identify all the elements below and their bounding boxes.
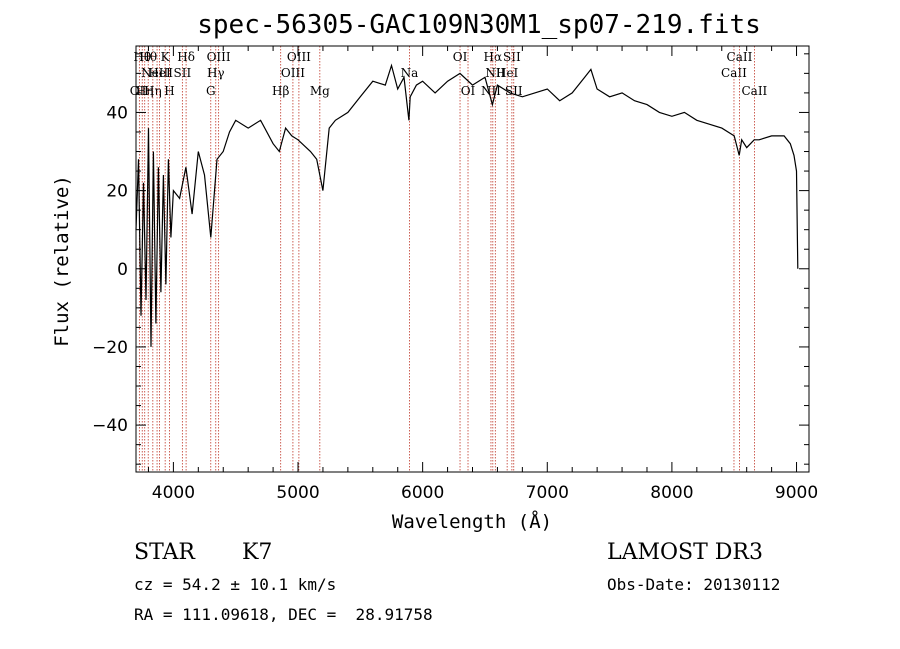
emission-line-label-22: Hα <box>484 50 503 64</box>
x-tick-label-0: 4000 <box>152 483 195 503</box>
chart-title: spec-56305-GAC109N30M1_sp07-219.fits <box>197 10 761 40</box>
emission-line-label-7: K <box>161 50 171 64</box>
emission-line-label-10: Hδ <box>177 50 195 64</box>
coordinates: RA = 111.09618, DEC = 28.91758 <box>134 605 433 624</box>
y-tick-label-2: 0 <box>117 260 128 280</box>
velocity-readout: cz = 54.2 ± 10.1 km/s <box>134 575 337 594</box>
emission-line-label-26: SII <box>505 84 523 98</box>
y-tick-label-4: 40 <box>106 103 128 123</box>
y-axis-label: Flux (relative) <box>51 175 73 347</box>
emission-line-label-24: HeI <box>496 66 519 80</box>
emission-line-label-21: NII <box>481 84 501 98</box>
y-tick-label-3: 20 <box>106 182 128 202</box>
emission-line-label-8: H <box>164 84 174 98</box>
emission-line-label-16: OIII <box>287 50 311 64</box>
emission-line-label-3: Hθ <box>139 50 157 64</box>
emission-line-label-28: CaII <box>727 50 753 64</box>
survey-name: LAMOST DR3 <box>607 540 763 565</box>
y-tick-label-1: −20 <box>92 338 128 358</box>
x-tick-label-2: 6000 <box>401 483 444 503</box>
emission-line-label-6: HeI <box>148 66 171 80</box>
series-flux <box>135 63 799 347</box>
emission-line-label-18: Na <box>401 66 419 80</box>
emission-line-label-19: OI <box>453 50 468 64</box>
emission-line-label-15: OIII <box>281 66 305 80</box>
emission-line-label-11: G <box>206 84 216 98</box>
emission-line-label-27: CaII <box>721 66 747 80</box>
plot-frame <box>135 45 810 473</box>
emission-line-label-17: Mg <box>310 84 330 98</box>
x-axis-label: Wavelength (Å) <box>392 510 552 533</box>
emission-line-label-29: CaII <box>741 84 767 98</box>
emission-line-markers: OIIHθHηHθHηNeIIIHeIKHSIIHδGHγOIIIHβOIIIO… <box>130 46 768 472</box>
object-class: STAR <box>134 540 195 565</box>
flux-series <box>135 63 799 347</box>
observation-date: Obs-Date: 20130112 <box>607 575 781 594</box>
emission-line-label-14: Hβ <box>272 84 289 98</box>
y-tick-label-0: −40 <box>92 416 128 436</box>
emission-line-label-13: OIII <box>207 50 231 64</box>
emission-line-label-2: Hη <box>136 84 154 98</box>
object-subclass: K7 <box>242 540 273 565</box>
x-tick-label-5: 9000 <box>775 483 818 503</box>
x-tick-label-1: 5000 <box>276 483 319 503</box>
emission-line-label-9: SII <box>174 66 192 80</box>
emission-line-label-23: NII <box>485 66 505 80</box>
x-tick-label-4: 8000 <box>650 483 693 503</box>
axes: 4000 5000 6000 7000 8000 9000 −40 −20 0 20 40 <box>92 46 818 503</box>
x-tick-label-3: 7000 <box>526 483 569 503</box>
emission-line-label-4: Hη <box>144 84 162 98</box>
emission-line-label-25: SII <box>503 50 521 64</box>
emission-line-label-20: OI <box>461 84 476 98</box>
emission-line-label-12: Hγ <box>207 66 225 80</box>
